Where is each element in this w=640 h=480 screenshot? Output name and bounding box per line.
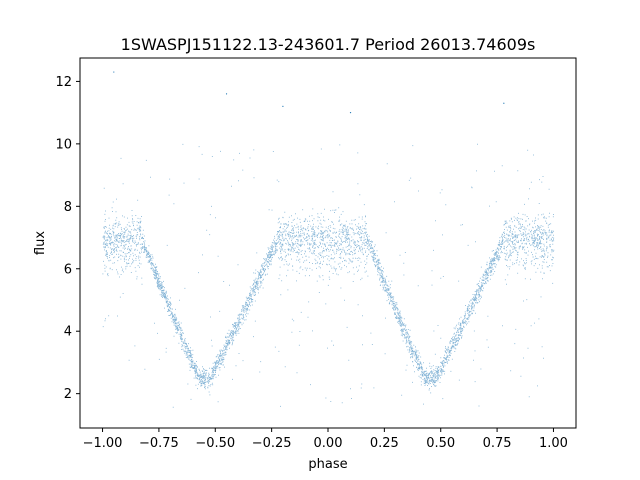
outlier-point bbox=[225, 93, 228, 95]
y-tick-label: 4 bbox=[64, 325, 72, 340]
data-points bbox=[102, 143, 555, 408]
x-tick-label: 0.75 bbox=[483, 436, 512, 451]
x-tick-label: −0.75 bbox=[139, 436, 179, 451]
x-tick-label: 0.25 bbox=[370, 436, 399, 451]
outlier-point bbox=[349, 112, 352, 114]
x-axis-ticks: −1.00 −0.75 −0.50 −0.25 0.00 0.25 0.50 0.75 1.00 bbox=[83, 428, 568, 451]
outlier-point bbox=[113, 71, 115, 73]
y-axis-label: flux bbox=[33, 231, 48, 255]
y-tick-label: 6 bbox=[64, 262, 72, 277]
outlier-point bbox=[503, 102, 505, 104]
y-tick-label: 2 bbox=[64, 387, 72, 402]
x-tick-label: −0.25 bbox=[252, 436, 292, 451]
x-tick-label: 0.50 bbox=[426, 436, 455, 451]
x-axis-label: phase bbox=[308, 457, 347, 472]
chart-title: 1SWASPJ151122.13-243601.7 Period 26013.7… bbox=[121, 35, 536, 54]
scatter-points bbox=[102, 71, 555, 408]
x-tick-label: −1.00 bbox=[83, 436, 123, 451]
x-tick-label: −0.50 bbox=[195, 436, 235, 451]
y-tick-label: 10 bbox=[55, 137, 72, 152]
x-tick-label: 1.00 bbox=[539, 436, 568, 451]
y-tick-label: 8 bbox=[64, 200, 72, 215]
x-tick-label: 0.00 bbox=[314, 436, 343, 451]
outlier-point bbox=[282, 105, 284, 107]
y-tick-label: 12 bbox=[55, 75, 72, 90]
y-axis-ticks: 2 4 6 8 10 12 bbox=[55, 75, 80, 402]
